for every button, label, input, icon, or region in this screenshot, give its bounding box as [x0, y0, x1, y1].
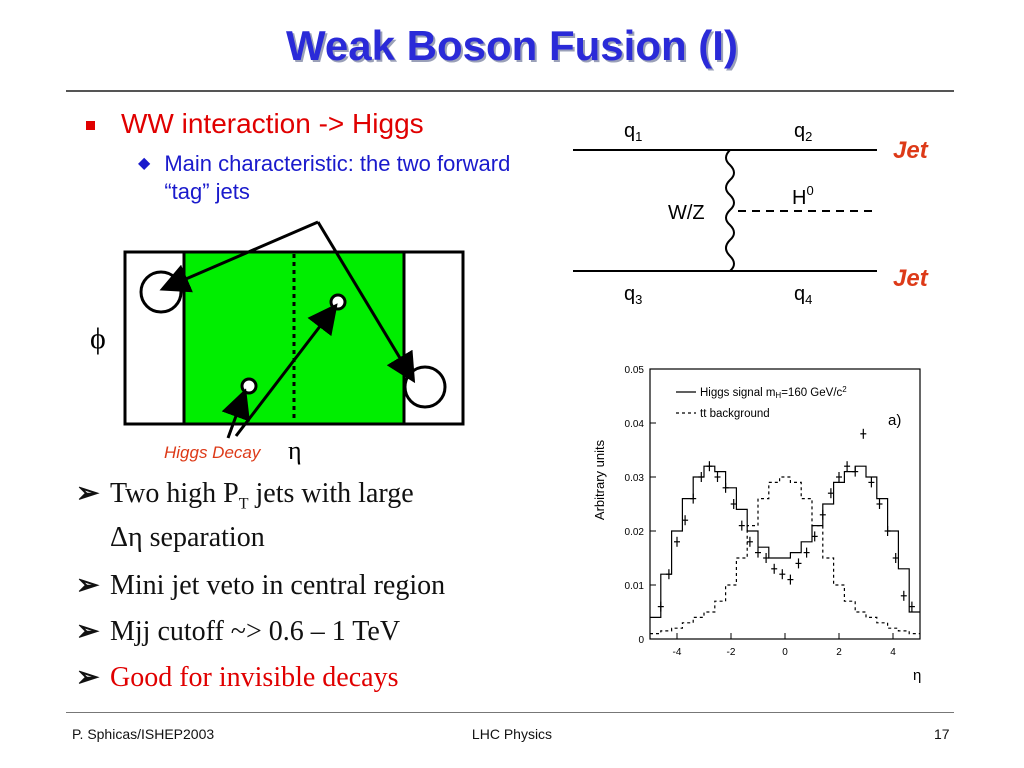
footer-author: P. Sphicas/ISHEP2003: [72, 726, 215, 742]
feynman-diagram: q1 q2 q3 q4 W/Z H0 Jet Jet: [573, 120, 929, 307]
jet-bottom-label: Jet: [893, 265, 929, 292]
sub-bullet-main-characteristic: ◆ Main characteristic: the two forward “…: [138, 150, 524, 206]
point-invisible-decays: ➢ Good for invisible decays: [76, 662, 399, 693]
forward-jet-right: [403, 365, 447, 409]
svg-text:Higgs signal mH=160 GeV/c2: Higgs signal mH=160 GeV/c2: [700, 385, 847, 400]
svg-text:q1: q1: [624, 120, 642, 144]
phi-axis-label: ϕ: [90, 322, 106, 355]
plot-ylabel: Arbitrary units: [592, 439, 607, 520]
footer-divider: [66, 712, 954, 713]
point-eta-separation: Δη separation: [110, 522, 265, 553]
legend-background: tt background: [700, 408, 770, 420]
higgs-decay-label: Higgs Decay: [164, 443, 261, 462]
eta-axis-label: η: [288, 436, 302, 465]
title-divider: [66, 90, 954, 92]
y-tick-label: 0: [638, 635, 644, 646]
svg-text:H0: H0: [792, 183, 814, 209]
square-bullet-icon: [86, 120, 95, 130]
arrow-bullet-icon: ➢: [76, 616, 100, 647]
point-mini-jet-veto: ➢ Mini jet veto in central region: [76, 570, 446, 601]
svg-text:q4: q4: [794, 283, 812, 307]
detector-diagram: [123, 220, 465, 439]
y-tick-label: 0.01: [625, 581, 645, 592]
higgs-label: H: [792, 187, 806, 209]
diamond-bullet-icon: ◆: [138, 155, 151, 172]
q1-label: q: [624, 120, 635, 142]
q3-label: q: [624, 283, 635, 305]
sub-bullet-text: Main characteristic: the two forward “ta…: [164, 151, 511, 204]
decay-product-bottom: [240, 377, 258, 395]
bullet-ww-interaction: WW interaction -> Higgs: [86, 108, 424, 140]
svg-text:q3: q3: [624, 283, 642, 307]
x-tick-label: -2: [727, 647, 736, 658]
point-high-pt: ➢ Two high PT jets with large: [76, 478, 414, 513]
footer-course: LHC Physics: [471, 726, 553, 742]
plot-panel-label: a): [888, 412, 901, 429]
bullet-text: WW interaction -> Higgs: [121, 108, 424, 139]
x-tick-label: 2: [836, 647, 842, 658]
x-tick-label: -4: [673, 647, 682, 658]
arrow-bullet-icon: ➢: [76, 478, 100, 509]
svg-text:q2: q2: [794, 120, 812, 144]
plot-xlabel: η: [913, 667, 921, 684]
point-mjj-cutoff: ➢ Mjj cutoff ~> 0.6 – 1 TeV: [76, 616, 401, 647]
x-tick-label: 0: [782, 647, 788, 658]
higgs-signal-series: [650, 465, 920, 618]
y-tick-label: 0.03: [625, 473, 645, 484]
decay-product-top: [329, 293, 347, 311]
y-tick-label: 0.02: [625, 527, 645, 538]
legend-higgs: Higgs signal m: [700, 387, 775, 399]
q2-label: q: [794, 120, 805, 142]
boson-label: W/Z: [668, 202, 705, 224]
slide-title: Weak Boson Fusion (I): [286, 22, 738, 69]
jet-top-label: Jet: [893, 137, 929, 164]
footer-page-number: 17: [934, 726, 950, 742]
arrow-bullet-icon: ➢: [76, 570, 100, 601]
arrow-bullet-icon: ➢: [76, 662, 100, 693]
y-tick-label: 0.04: [625, 419, 645, 430]
wz-boson-line: [725, 149, 735, 272]
tt-background-series: [650, 476, 920, 635]
q4-label: q: [794, 283, 805, 305]
x-tick-label: 4: [890, 647, 896, 658]
eta-distribution-plot: Arbitrary units η a) Higgs signal mH=160…: [592, 365, 921, 684]
y-tick-label: 0.05: [625, 365, 645, 376]
